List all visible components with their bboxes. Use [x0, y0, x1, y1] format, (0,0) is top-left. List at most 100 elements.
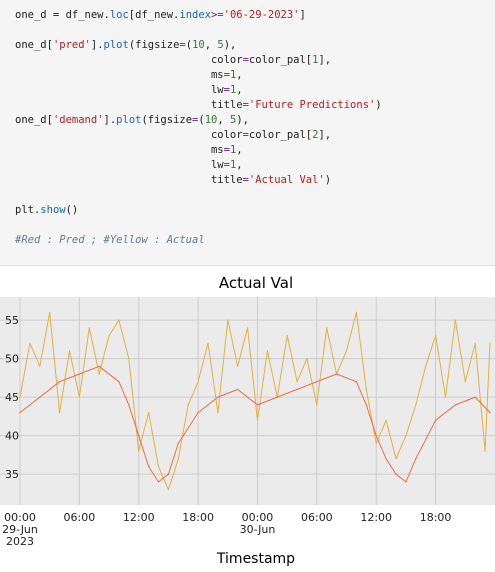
code-token: #Red : Pred ; #Yellow : Actual	[15, 234, 205, 246]
demand-point	[49, 311, 51, 313]
demand-point	[197, 381, 199, 383]
pred-point	[118, 381, 120, 383]
demand-point	[167, 489, 169, 491]
demand-point	[385, 419, 387, 421]
plot-area	[0, 297, 495, 505]
x-tick-label: 06:00	[64, 511, 96, 524]
pred-point	[489, 412, 491, 414]
code-token: )	[375, 99, 382, 111]
pred-point	[276, 396, 278, 398]
code-token: title	[15, 99, 243, 111]
y-tick-label: 35	[5, 468, 19, 481]
x-tick-label: 18:00	[420, 511, 452, 524]
code-token: index	[179, 9, 211, 21]
pred-point	[128, 404, 130, 406]
pred-point	[454, 404, 456, 406]
code-token: 10	[204, 114, 218, 126]
demand-point	[177, 458, 179, 460]
pred-point	[78, 373, 80, 375]
x-tick-label: 06:00	[301, 511, 333, 524]
code-token: ms	[15, 69, 224, 81]
code-token: '06-29-2023'	[223, 9, 300, 21]
demand-point	[247, 327, 249, 329]
y-tick-label: 55	[5, 314, 19, 327]
code-token: show	[40, 204, 66, 216]
demand-point	[435, 334, 437, 337]
code-token: (	[198, 114, 205, 126]
code-token: )	[324, 174, 332, 186]
x-tick-label: 00:00	[4, 511, 36, 524]
pred-point	[217, 396, 219, 398]
demand-point	[59, 412, 61, 414]
code-token: 1	[229, 84, 237, 96]
code-token: [df_new.	[128, 9, 180, 21]
code-token: =	[242, 174, 249, 186]
pred-point	[405, 481, 407, 483]
code-line: plt.show()	[15, 203, 495, 218]
pred-point	[316, 381, 318, 383]
plot-output: 35 40 45 50 55 00:00 29-Jun 2023 06:00 12:00 18:0…	[0, 268, 495, 568]
pred-point	[19, 412, 21, 414]
code-token: lw	[15, 159, 224, 171]
code-cell[interactable]: one_d = df_new.loc[df_new.index>='06-29-…	[0, 0, 495, 266]
code-token: (	[185, 39, 193, 51]
demand-point	[108, 334, 110, 337]
code-token: ,	[236, 159, 243, 171]
demand-point	[118, 319, 120, 321]
pred-point	[197, 412, 199, 414]
code-token: =	[242, 129, 249, 141]
code-token: plot	[103, 39, 129, 51]
code-line	[15, 218, 495, 233]
code-token: =	[223, 159, 230, 171]
x-tick-label: 30-Jun	[240, 523, 276, 536]
demand-point	[128, 358, 130, 360]
code-token: title	[15, 174, 243, 186]
code-line: #Red : Pred ; #Yellow : Actual	[15, 233, 495, 248]
code-token: 1	[312, 54, 319, 66]
demand-point	[484, 450, 486, 452]
code-token: 1	[229, 159, 237, 171]
code-token: =	[223, 84, 230, 96]
x-tick-label: 00:00	[242, 511, 274, 524]
demand-point	[306, 358, 308, 360]
demand-point	[355, 311, 357, 313]
demand-point	[474, 342, 476, 344]
demand-point	[256, 419, 259, 421]
code-line	[15, 23, 495, 38]
code-token: ,	[236, 84, 243, 96]
code-line: one_d['demand'].plot(figsize=(10, 5),	[15, 113, 495, 128]
code-token: (figsize	[141, 114, 193, 126]
code-line: one_d = df_new.loc[df_new.index>='06-29-…	[15, 8, 495, 23]
code-token: ),	[223, 39, 237, 51]
pred-point	[138, 435, 140, 437]
code-token: ,	[217, 114, 231, 126]
code-line: one_d['pred'].plot(figsize=(10, 5),	[15, 38, 495, 53]
code-token: =	[179, 39, 186, 51]
code-token: lw	[15, 84, 224, 96]
demand-point	[345, 350, 348, 352]
pred-point	[167, 473, 169, 475]
code-token: 'Actual Val'	[248, 174, 325, 186]
code-token: 'pred'	[52, 39, 91, 51]
code-token: one_d = df_new.	[15, 9, 110, 21]
code-token: 10	[192, 39, 205, 51]
pred-point	[415, 458, 417, 460]
demand-point	[227, 319, 229, 321]
code-line: ms=1,	[15, 68, 495, 83]
x-axis-label: Timestamp	[216, 551, 295, 567]
code-token: one_d[	[15, 39, 53, 51]
demand-point	[454, 319, 456, 321]
pred-point	[157, 481, 160, 483]
pred-point	[148, 465, 150, 468]
demand-point	[266, 350, 268, 352]
demand-point	[138, 450, 140, 452]
code-token: ]	[299, 9, 306, 21]
demand-point	[444, 396, 447, 398]
code-token: =	[242, 99, 249, 111]
pred-point	[256, 404, 259, 406]
code-token: color_pal[	[248, 54, 313, 66]
code-line: title='Actual Val')	[15, 173, 495, 188]
demand-point	[464, 381, 466, 383]
code-token: ].	[90, 39, 104, 51]
demand-point	[286, 334, 288, 337]
